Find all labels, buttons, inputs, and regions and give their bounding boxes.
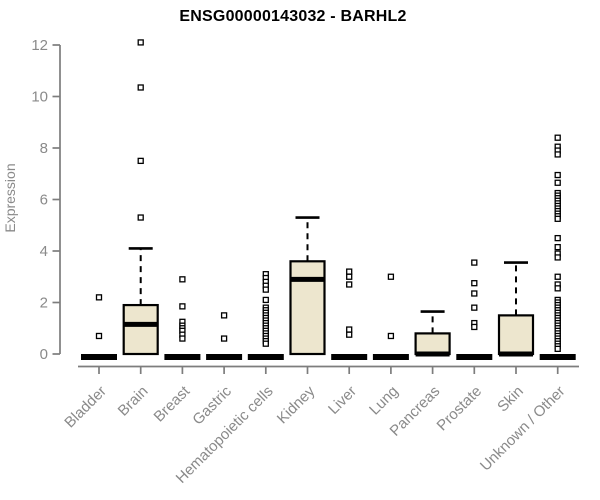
- outlier-brain: [137, 157, 144, 165]
- x-axis-category-label: Liver: [325, 383, 360, 418]
- outlier-bladder: [95, 294, 103, 301]
- outlier-unknown-other: [554, 254, 561, 261]
- box-liver-collapsed: [331, 354, 368, 360]
- outlier-hematopoietic-cells: [262, 286, 269, 293]
- outlier-prostate: [471, 290, 478, 297]
- box-prostate-collapsed: [456, 354, 493, 360]
- box-skin: [497, 314, 535, 356]
- box-hematopoietic-cells-collapsed: [247, 354, 284, 360]
- outlier-gastric: [220, 312, 228, 319]
- outlier-brain: [137, 84, 144, 91]
- outlier-breast: [179, 276, 186, 283]
- x-axis-category-label: Prostate: [434, 383, 486, 435]
- box-pancreas: [414, 332, 451, 356]
- outlier-prostate: [471, 323, 478, 331]
- outlier-liver: [346, 326, 353, 333]
- outlier-prostate: [471, 280, 478, 287]
- outlier-liver: [346, 331, 353, 338]
- outlier-unknown-other: [554, 273, 561, 280]
- box-kidney: [289, 260, 326, 356]
- x-axis-category-label: Lung: [366, 383, 402, 419]
- y-axis-tick-label: 0: [40, 346, 48, 363]
- box-brain: [122, 303, 159, 356]
- box-breast-collapsed: [164, 354, 201, 360]
- outlier-gastric: [220, 335, 228, 342]
- x-axis-category-label: Bladder: [61, 383, 110, 432]
- x-axis-category-label: Breast: [151, 382, 194, 425]
- outlier-lung: [387, 273, 395, 280]
- y-axis-tick-label: 12: [31, 37, 48, 54]
- outlier-breast: [179, 335, 186, 342]
- outlier-unknown-other: [554, 151, 561, 158]
- y-axis-tick-label: 2: [40, 295, 48, 312]
- outlier-liver: [346, 281, 353, 288]
- outlier-hematopoietic-cells: [262, 296, 269, 304]
- outlier-unknown-other: [554, 171, 561, 179]
- y-axis-tick-label: 10: [31, 89, 48, 106]
- y-axis-tick-label: 4: [40, 243, 48, 260]
- outlier-unknown-other: [554, 234, 561, 242]
- outlier-hematopoietic-cells: [262, 340, 269, 347]
- outlier-bladder: [95, 332, 103, 340]
- outlier-unknown-other: [554, 285, 561, 292]
- outlier-unknown-other: [554, 134, 561, 141]
- outlier-brain: [137, 39, 144, 46]
- chart-title: ENSG00000143032 - BARHL2: [179, 8, 407, 25]
- x-axis-category-label: Skin: [494, 383, 527, 416]
- x-axis-category-label: Kidney: [274, 382, 319, 427]
- outlier-breast: [179, 303, 186, 310]
- box-bladder-collapsed: [81, 354, 117, 360]
- outlier-brain: [137, 214, 144, 221]
- outlier-liver: [346, 273, 353, 280]
- outlier-unknown-other: [554, 179, 561, 186]
- outlier-liver: [346, 268, 353, 275]
- box-lung-collapsed: [372, 354, 409, 360]
- outlier-prostate: [471, 259, 478, 266]
- outlier-unknown-other: [554, 243, 561, 251]
- outlier-unknown-other: [554, 345, 561, 353]
- y-axis-tick-label: 8: [40, 140, 48, 157]
- outlier-unknown-other: [554, 215, 561, 222]
- outlier-prostate: [471, 304, 478, 311]
- box-unknown-other-collapsed: [539, 354, 576, 360]
- outlier-lung: [387, 332, 395, 340]
- box-gastric-collapsed: [206, 354, 243, 360]
- y-axis-tick-label: 6: [40, 192, 48, 209]
- x-axis-category-label: Brain: [115, 383, 152, 420]
